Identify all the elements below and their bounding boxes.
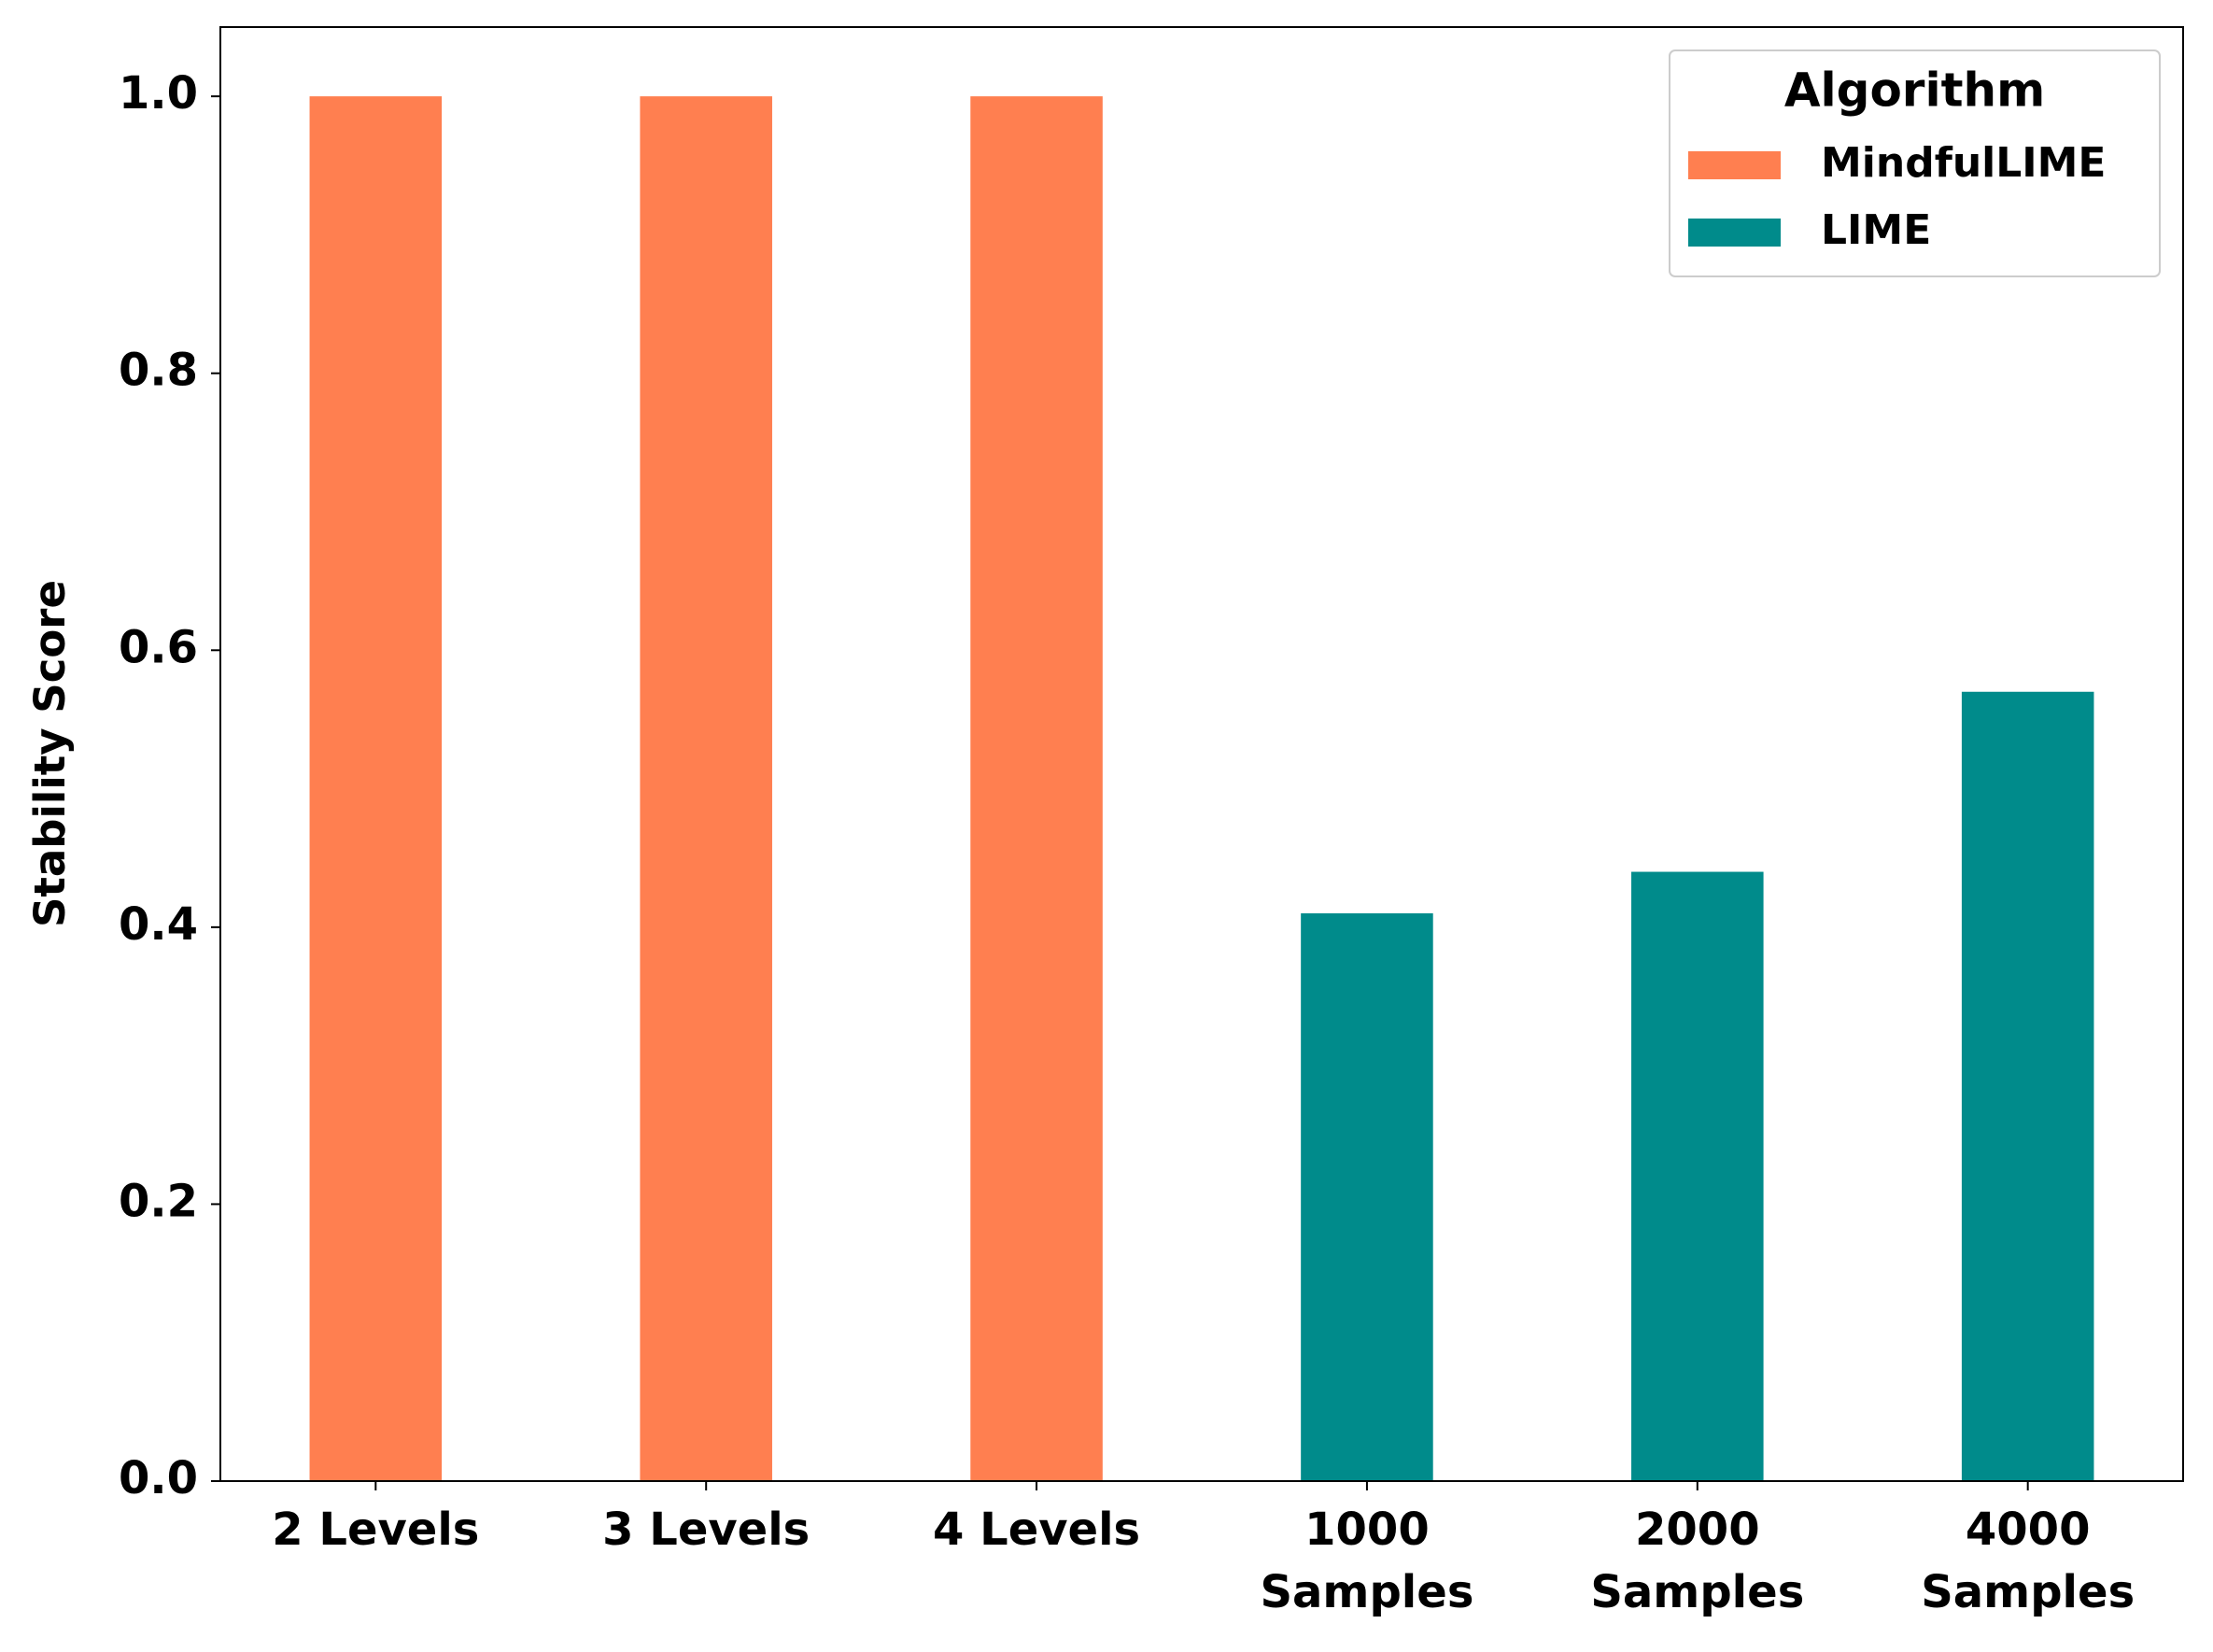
y-tick-label: 0.8 (119, 345, 198, 397)
x-tick-label: 1000 Samples (1260, 1504, 1473, 1618)
x-tick-label-line: 4000 (1966, 1504, 2091, 1556)
x-tick-label: 2 Levels (272, 1504, 479, 1556)
x-tick-label-line: 3 Levels (602, 1504, 810, 1556)
y-tick-label: 1.0 (119, 67, 198, 120)
x-tick-label-line: 4 Levels (933, 1504, 1140, 1556)
x-tick-label-line: Samples (1260, 1566, 1473, 1618)
x-tick-label-line: 1000 (1304, 1504, 1430, 1556)
legend-box (1669, 49, 2161, 277)
x-tick-label-line: Samples (1590, 1566, 1804, 1618)
bar (1961, 691, 2094, 1481)
y-axis-label: Stability Score (25, 580, 75, 927)
y-tick-label: 0.4 (119, 898, 198, 951)
legend-label: LIME (1821, 206, 1931, 254)
x-tick-label: 2000 Samples (1590, 1504, 1804, 1618)
bar (1301, 913, 1433, 1481)
bar (309, 96, 443, 1482)
bar (970, 96, 1103, 1482)
legend-swatch (1688, 151, 1781, 179)
x-tick-label-line: 2000 (1635, 1504, 1760, 1556)
y-tick-label: 0.6 (119, 621, 198, 673)
x-tick-label: 4 Levels (933, 1504, 1140, 1556)
legend-title: Algorithm (1784, 64, 2045, 118)
x-tick-label: 4000 Samples (1921, 1504, 2135, 1618)
y-tick-label: 0.0 (119, 1452, 198, 1504)
x-tick-label-line: Samples (1921, 1566, 2135, 1618)
x-tick-label: 3 Levels (602, 1504, 810, 1556)
x-tick-label-line: 2 Levels (272, 1504, 479, 1556)
axes-frame (219, 26, 2184, 1482)
bar (640, 96, 772, 1482)
y-tick-label: 0.2 (119, 1175, 198, 1227)
bar (1631, 871, 1764, 1481)
legend-label: MindfulLIME (1821, 139, 2107, 187)
legend-swatch (1688, 219, 1781, 247)
